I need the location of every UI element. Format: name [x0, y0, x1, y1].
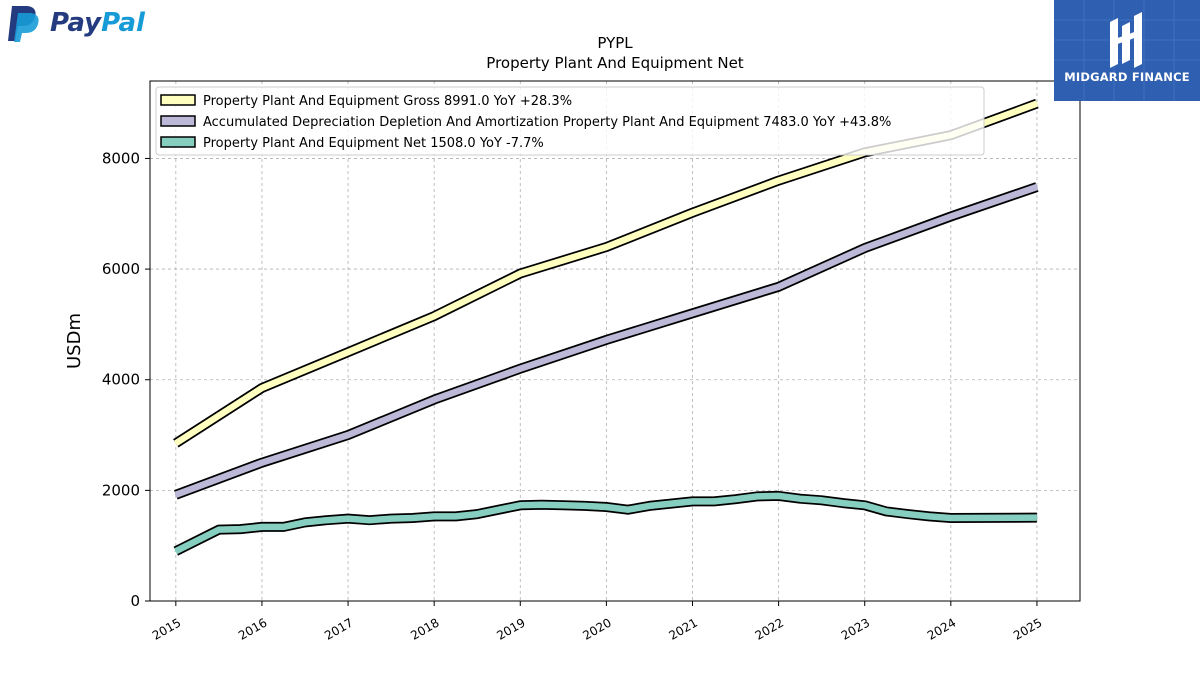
series-1-point: [777, 285, 780, 288]
x-tick-label: 2017: [322, 615, 355, 642]
series-1-point: [174, 493, 177, 496]
series-2-point: [906, 513, 909, 516]
series-2-point: [670, 502, 672, 505]
paypal-logo: PayPal: [6, 4, 166, 44]
series-0-point: [174, 442, 177, 445]
series-0-point: [691, 211, 694, 214]
y-tick-label: 2000: [102, 481, 140, 499]
series-2-point: [347, 517, 350, 520]
series-0-point: [519, 272, 522, 275]
x-tick-label: 2022: [753, 615, 786, 642]
series-1-point: [519, 367, 522, 370]
legend-label: Accumulated Depreciation Depletion And A…: [203, 115, 891, 130]
legend: Property Plant And Equipment Gross 8991.…: [155, 86, 985, 156]
series-2-point: [820, 499, 823, 502]
y-axis-label: USDm: [64, 313, 85, 369]
series-2-point: [497, 508, 500, 511]
series-2-point: [885, 510, 888, 513]
series-0-point: [260, 387, 263, 389]
series-0-point: [1035, 102, 1038, 105]
x-axis: 2015 2016 2017 2018 2019 2020 2021 2022 2023 2024…: [150, 601, 1044, 643]
series-2-point: [433, 515, 436, 518]
series-2-point: [713, 500, 715, 503]
midgard-emblem-icon: [1054, 0, 1200, 101]
series-1-point: [605, 338, 608, 341]
y-tick-label: 8000: [102, 149, 140, 167]
series-2-point: [282, 525, 285, 528]
series-1-point: [1035, 186, 1038, 188]
series-0-point: [433, 315, 436, 318]
series-2-point: [799, 497, 802, 500]
series-2-point: [239, 528, 242, 531]
series-1-point: [433, 398, 436, 401]
series-2-point: [411, 517, 414, 519]
series-2-point: [842, 502, 845, 505]
x-tick-label: 2024: [925, 615, 958, 642]
series-2-point: [476, 513, 479, 516]
chart-title: PYPL: [597, 34, 633, 52]
series-2-point: [756, 495, 759, 498]
series-2-point: [583, 504, 586, 507]
series-2-point: [519, 504, 522, 507]
paypal-wordmark: PayPal: [50, 8, 145, 38]
series-1-point: [863, 247, 866, 250]
x-tick-label: 2018: [408, 615, 441, 642]
x-tick-label: 2025: [1011, 615, 1044, 642]
x-tick-label: 2023: [839, 615, 872, 642]
x-tick-label: 2015: [150, 615, 183, 642]
legend-box: [155, 86, 985, 156]
series-2-point: [605, 506, 608, 508]
series-2-point: [217, 528, 220, 531]
series-2-point: [454, 515, 457, 518]
series-2-point: [734, 498, 737, 501]
plot-frame: [149, 80, 1081, 602]
series-2-point: [691, 500, 694, 503]
series-2-point: [562, 504, 565, 507]
midgard-brand-text: MIDGARD FINANCE: [1064, 70, 1190, 84]
series-1-point: [260, 461, 263, 464]
chart-subtitle: Property Plant And Equipment Net: [486, 54, 743, 72]
series-2-point: [325, 519, 328, 522]
series-2-point: [260, 525, 263, 528]
series-2-point: [949, 517, 952, 519]
series-2-point: [174, 550, 177, 553]
series-2-point: [1035, 516, 1038, 519]
legend-label: Property Plant And Equipment Gross 8991.…: [203, 94, 572, 109]
series-2-point: [863, 504, 866, 507]
series-1-point: [347, 434, 350, 436]
series-2-point: [390, 517, 393, 520]
midgard-finance-logo: MIDGARD FINANCE: [1054, 0, 1200, 101]
x-tick-label: 2021: [667, 615, 700, 642]
series-1-point: [691, 312, 694, 315]
legend-swatch: [160, 136, 196, 148]
series-1-point: [949, 215, 952, 218]
series-0-point: [347, 351, 350, 354]
series-2-point: [626, 508, 629, 511]
legend-swatch: [160, 115, 196, 127]
y-axis: 0 2000 4000 6000 8000: [102, 149, 150, 610]
y-tick-label: 6000: [102, 260, 140, 278]
x-tick-label: 2019: [494, 615, 527, 642]
series-2-point: [777, 494, 780, 497]
legend-label: Property Plant And Equipment Net 1508.0 …: [203, 136, 544, 151]
x-tick-label: 2020: [580, 615, 613, 642]
x-tick-label: 2016: [236, 615, 269, 642]
y-tick-label: 4000: [102, 371, 140, 389]
legend-swatch: [160, 94, 196, 106]
series-2-point: [304, 521, 306, 524]
series-0-point: [777, 179, 780, 182]
series-2-point: [648, 504, 651, 507]
series-2-line: [174, 492, 1037, 555]
series-0-point: [605, 246, 608, 248]
y-tick-label: 0: [130, 592, 140, 610]
paypal-p-icon: [8, 6, 39, 42]
series-2-point: [540, 503, 543, 506]
series-2-point: [928, 515, 931, 518]
series-2-point: [368, 519, 371, 522]
